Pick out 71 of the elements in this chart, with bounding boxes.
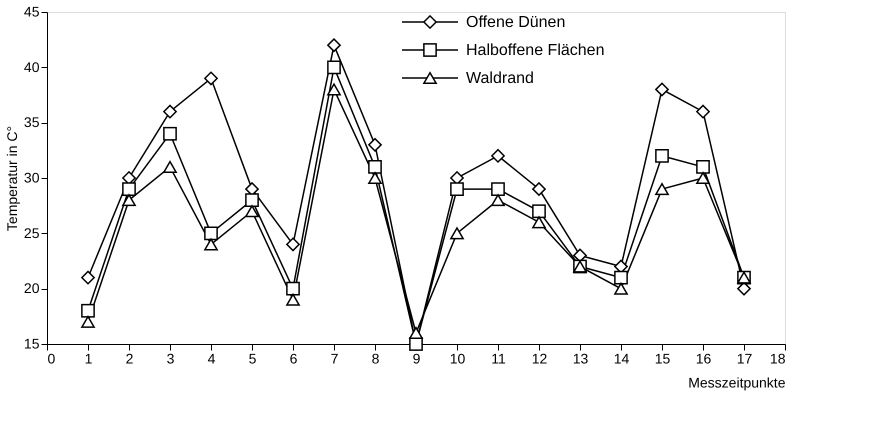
- point: [81, 316, 95, 328]
- y-tick-label: 25: [24, 224, 40, 241]
- point: [81, 270, 95, 284]
- x-tick-label: 15: [654, 350, 670, 366]
- point: [245, 205, 259, 218]
- legend-label: Halboffene Flächen: [466, 42, 604, 59]
- x-tick-label: 3: [166, 350, 175, 366]
- point: [655, 183, 669, 196]
- point: [614, 270, 628, 284]
- x-tick-label: 6: [290, 350, 298, 366]
- point: [204, 238, 218, 250]
- x-tick-label: 14: [614, 350, 630, 366]
- point: [204, 226, 218, 240]
- x-tick-label: 1: [84, 350, 93, 366]
- y-axis-title: Temperatur in C°: [4, 126, 20, 232]
- x-tick-label: 10: [450, 350, 466, 366]
- x-tick-label: 13: [572, 350, 588, 366]
- point: [614, 282, 628, 295]
- point: [491, 148, 505, 163]
- point: [532, 182, 546, 196]
- x-tick-label: 2: [126, 350, 134, 366]
- x-tick-label: 12: [532, 350, 548, 366]
- x-tick-label: 18: [770, 350, 786, 366]
- point: [450, 227, 464, 240]
- point: [286, 238, 300, 252]
- y-tick-label: 30: [24, 170, 40, 186]
- point: [163, 104, 177, 118]
- x-tick-label: 11: [491, 350, 506, 366]
- x-tick-label: 4: [208, 350, 216, 366]
- y-tick-label: 15: [24, 336, 40, 352]
- x-tick-label: 16: [696, 350, 712, 366]
- point: [491, 194, 505, 206]
- point: [163, 126, 177, 141]
- point: [655, 148, 669, 163]
- y-tick-label: 35: [24, 114, 40, 130]
- point: [532, 216, 546, 228]
- point: [655, 82, 669, 96]
- point: [696, 160, 710, 174]
- x-tick-label: 9: [412, 350, 421, 366]
- point: [409, 326, 423, 339]
- point: [450, 182, 464, 196]
- y-tick-label: 20: [24, 280, 40, 296]
- x-tick-label: 5: [248, 350, 257, 366]
- x-axis-title: Messzeitpunkte: [688, 374, 786, 390]
- point: [368, 138, 382, 152]
- point: [286, 294, 300, 306]
- point: [696, 104, 710, 118]
- x-tick-label: 17: [736, 350, 752, 366]
- point: [368, 160, 382, 174]
- x-tick-label: 0: [48, 350, 56, 366]
- point: [245, 193, 259, 208]
- x-tick-label: 7: [330, 350, 339, 366]
- point: [532, 204, 546, 218]
- point: [81, 304, 95, 318]
- point: [122, 182, 136, 196]
- point: [122, 194, 136, 206]
- point: [286, 282, 300, 296]
- point: [327, 83, 341, 96]
- point: [696, 172, 710, 184]
- point: [409, 337, 423, 351]
- point: [204, 72, 218, 86]
- point: [327, 38, 341, 52]
- point: [491, 182, 505, 196]
- point: [368, 172, 382, 184]
- legend-label: Waldrand: [466, 70, 534, 87]
- x-tick-label: 8: [372, 350, 380, 366]
- point: [327, 60, 341, 74]
- point: [163, 160, 177, 173]
- legend-label: Offene Dünen: [466, 14, 566, 31]
- y-tick-label: 45: [24, 4, 40, 20]
- y-tick-label: 40: [24, 58, 40, 75]
